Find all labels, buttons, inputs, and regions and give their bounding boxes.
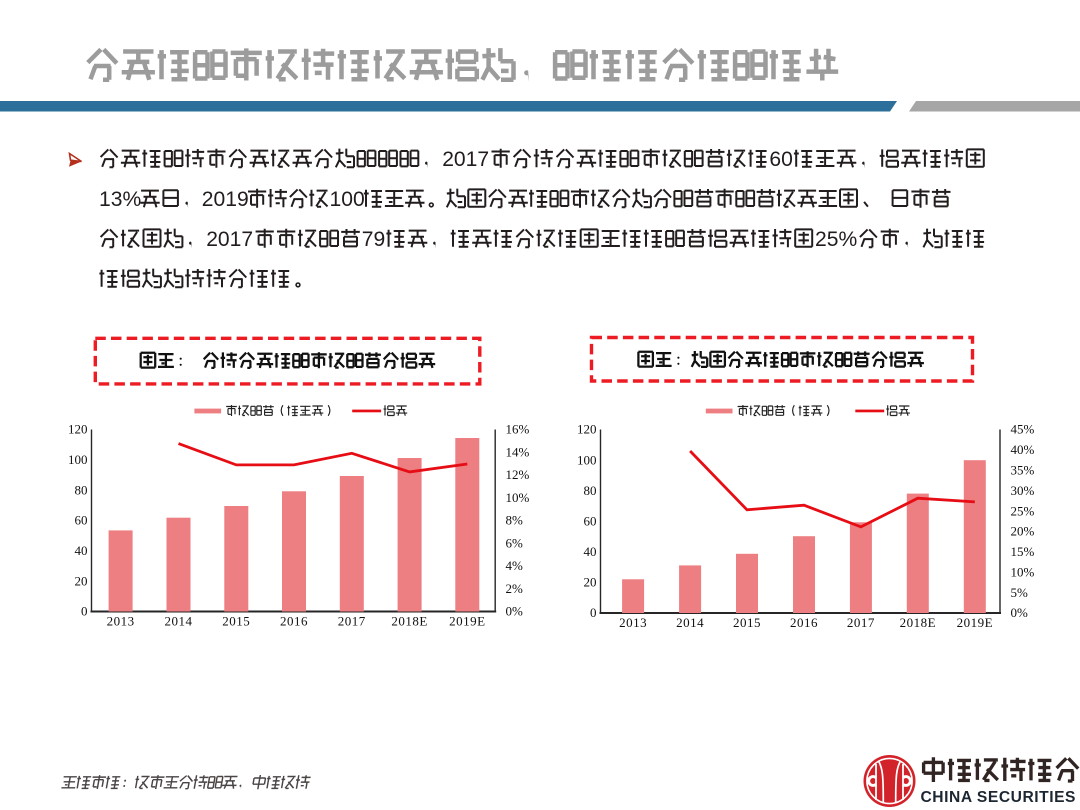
svg-text:0%: 0% bbox=[506, 604, 524, 619]
svg-text:40%: 40% bbox=[1011, 442, 1035, 457]
svg-text:2013: 2013 bbox=[619, 615, 647, 630]
svg-text:2014: 2014 bbox=[676, 615, 704, 630]
svg-text:79: 79 bbox=[362, 228, 385, 251]
svg-text:120: 120 bbox=[68, 422, 88, 437]
svg-text:6%: 6% bbox=[506, 536, 524, 551]
svg-text:2018E: 2018E bbox=[391, 614, 427, 629]
svg-text:2019E: 2019E bbox=[449, 614, 485, 629]
svg-text:2016: 2016 bbox=[790, 615, 818, 630]
svg-text:2%: 2% bbox=[506, 581, 524, 596]
svg-text:80: 80 bbox=[75, 482, 88, 497]
svg-text:40: 40 bbox=[584, 544, 597, 559]
svg-text:13%: 13% bbox=[99, 188, 141, 211]
svg-text:25%: 25% bbox=[1011, 503, 1035, 518]
svg-text:12%: 12% bbox=[506, 467, 530, 482]
svg-text:2017: 2017 bbox=[206, 228, 253, 251]
svg-text:60: 60 bbox=[75, 513, 88, 528]
svg-text:60: 60 bbox=[769, 148, 792, 171]
svg-text:2017: 2017 bbox=[442, 148, 489, 171]
svg-text:0: 0 bbox=[590, 605, 597, 620]
svg-text:40: 40 bbox=[75, 543, 88, 558]
svg-text:2019E: 2019E bbox=[957, 615, 993, 630]
svg-text:2013: 2013 bbox=[107, 614, 135, 629]
svg-text:2017: 2017 bbox=[847, 615, 875, 630]
svg-text:2017: 2017 bbox=[338, 614, 366, 629]
svg-text:20: 20 bbox=[75, 573, 88, 588]
svg-text:10%: 10% bbox=[1011, 564, 1035, 579]
svg-text:35%: 35% bbox=[1011, 463, 1035, 478]
svg-text:5%: 5% bbox=[1011, 585, 1029, 600]
svg-text:45%: 45% bbox=[1011, 422, 1035, 437]
svg-text:4%: 4% bbox=[506, 558, 524, 573]
svg-text:80: 80 bbox=[584, 483, 597, 498]
svg-text:14%: 14% bbox=[506, 444, 530, 459]
svg-text:120: 120 bbox=[577, 422, 597, 437]
svg-text:2014: 2014 bbox=[165, 614, 193, 629]
svg-text:20%: 20% bbox=[1011, 524, 1035, 539]
svg-text:10%: 10% bbox=[506, 490, 530, 505]
svg-text:8%: 8% bbox=[506, 513, 524, 528]
svg-text:60: 60 bbox=[584, 514, 597, 529]
svg-text:2016: 2016 bbox=[280, 614, 308, 629]
svg-text:20: 20 bbox=[584, 575, 597, 590]
svg-text:0%: 0% bbox=[1011, 605, 1029, 620]
svg-text:100: 100 bbox=[577, 452, 597, 467]
svg-text:2018E: 2018E bbox=[900, 615, 936, 630]
svg-text:100: 100 bbox=[330, 188, 365, 211]
svg-text:2019: 2019 bbox=[202, 188, 249, 211]
svg-text:30%: 30% bbox=[1011, 483, 1035, 498]
svg-text:0: 0 bbox=[81, 604, 88, 619]
svg-text:2015: 2015 bbox=[733, 615, 761, 630]
svg-text:16%: 16% bbox=[506, 422, 530, 437]
svg-text:25%: 25% bbox=[815, 228, 857, 251]
svg-text:2015: 2015 bbox=[222, 614, 250, 629]
svg-text:15%: 15% bbox=[1011, 544, 1035, 559]
svg-text:100: 100 bbox=[68, 452, 88, 467]
svg-text:CHINA SECURITIES: CHINA SECURITIES bbox=[921, 789, 1077, 806]
